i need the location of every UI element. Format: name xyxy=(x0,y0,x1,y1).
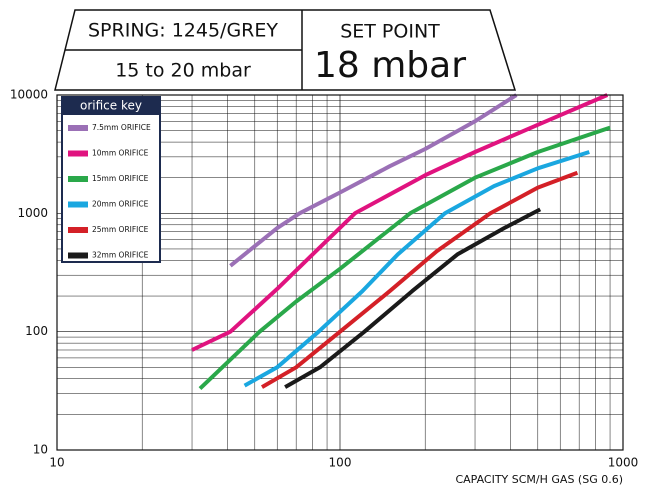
y-tick-label: 10 xyxy=(33,443,48,457)
legend-label: 15mm ORIFICE xyxy=(92,174,149,183)
series-line xyxy=(243,150,590,388)
legend-swatch xyxy=(68,125,88,131)
plot-area xyxy=(56,93,624,451)
legend-header xyxy=(62,97,160,115)
set-point-label: SET POINT xyxy=(340,21,440,43)
x-tick-label: 10 xyxy=(49,456,64,470)
x-tick-label: 1000 xyxy=(608,456,639,470)
legend-label: 10mm ORIFICE xyxy=(92,149,149,158)
legend-swatch xyxy=(68,252,88,259)
y-tick-label: 10000 xyxy=(10,88,48,102)
series-line xyxy=(198,125,611,391)
legend-label: 25mm ORIFICE xyxy=(92,225,149,234)
legend-swatch xyxy=(68,176,88,182)
plot-frame xyxy=(56,94,624,451)
y-tick-label: 100 xyxy=(25,324,48,338)
x-axis-label: CAPACITY SCM/H GAS (SG 0.6) xyxy=(455,473,623,486)
legend-label: 32mm ORIFICE xyxy=(92,251,149,260)
legend-title: orifice key xyxy=(80,99,142,113)
legend: orifice key 7.5mm ORIFICE 10mm ORIFICE 15m… xyxy=(61,96,161,263)
x-tick-label: 100 xyxy=(329,456,352,470)
legend-label: 20mm ORIFICE xyxy=(92,200,149,209)
legend-swatch xyxy=(68,150,88,157)
legend-swatch xyxy=(68,227,88,233)
series-line xyxy=(191,93,609,352)
legend-label: 7.5mm ORIFICE xyxy=(92,123,151,132)
legend-swatch xyxy=(68,201,88,208)
range-label: 15 to 20 mbar xyxy=(115,60,251,82)
y-tick-label: 1000 xyxy=(17,206,48,220)
spring-label: SPRING: 1245/GREY xyxy=(88,20,278,42)
set-point: 18 mbar xyxy=(314,45,466,86)
series-line xyxy=(229,93,518,268)
series-line xyxy=(284,207,542,389)
series-line xyxy=(260,170,579,389)
